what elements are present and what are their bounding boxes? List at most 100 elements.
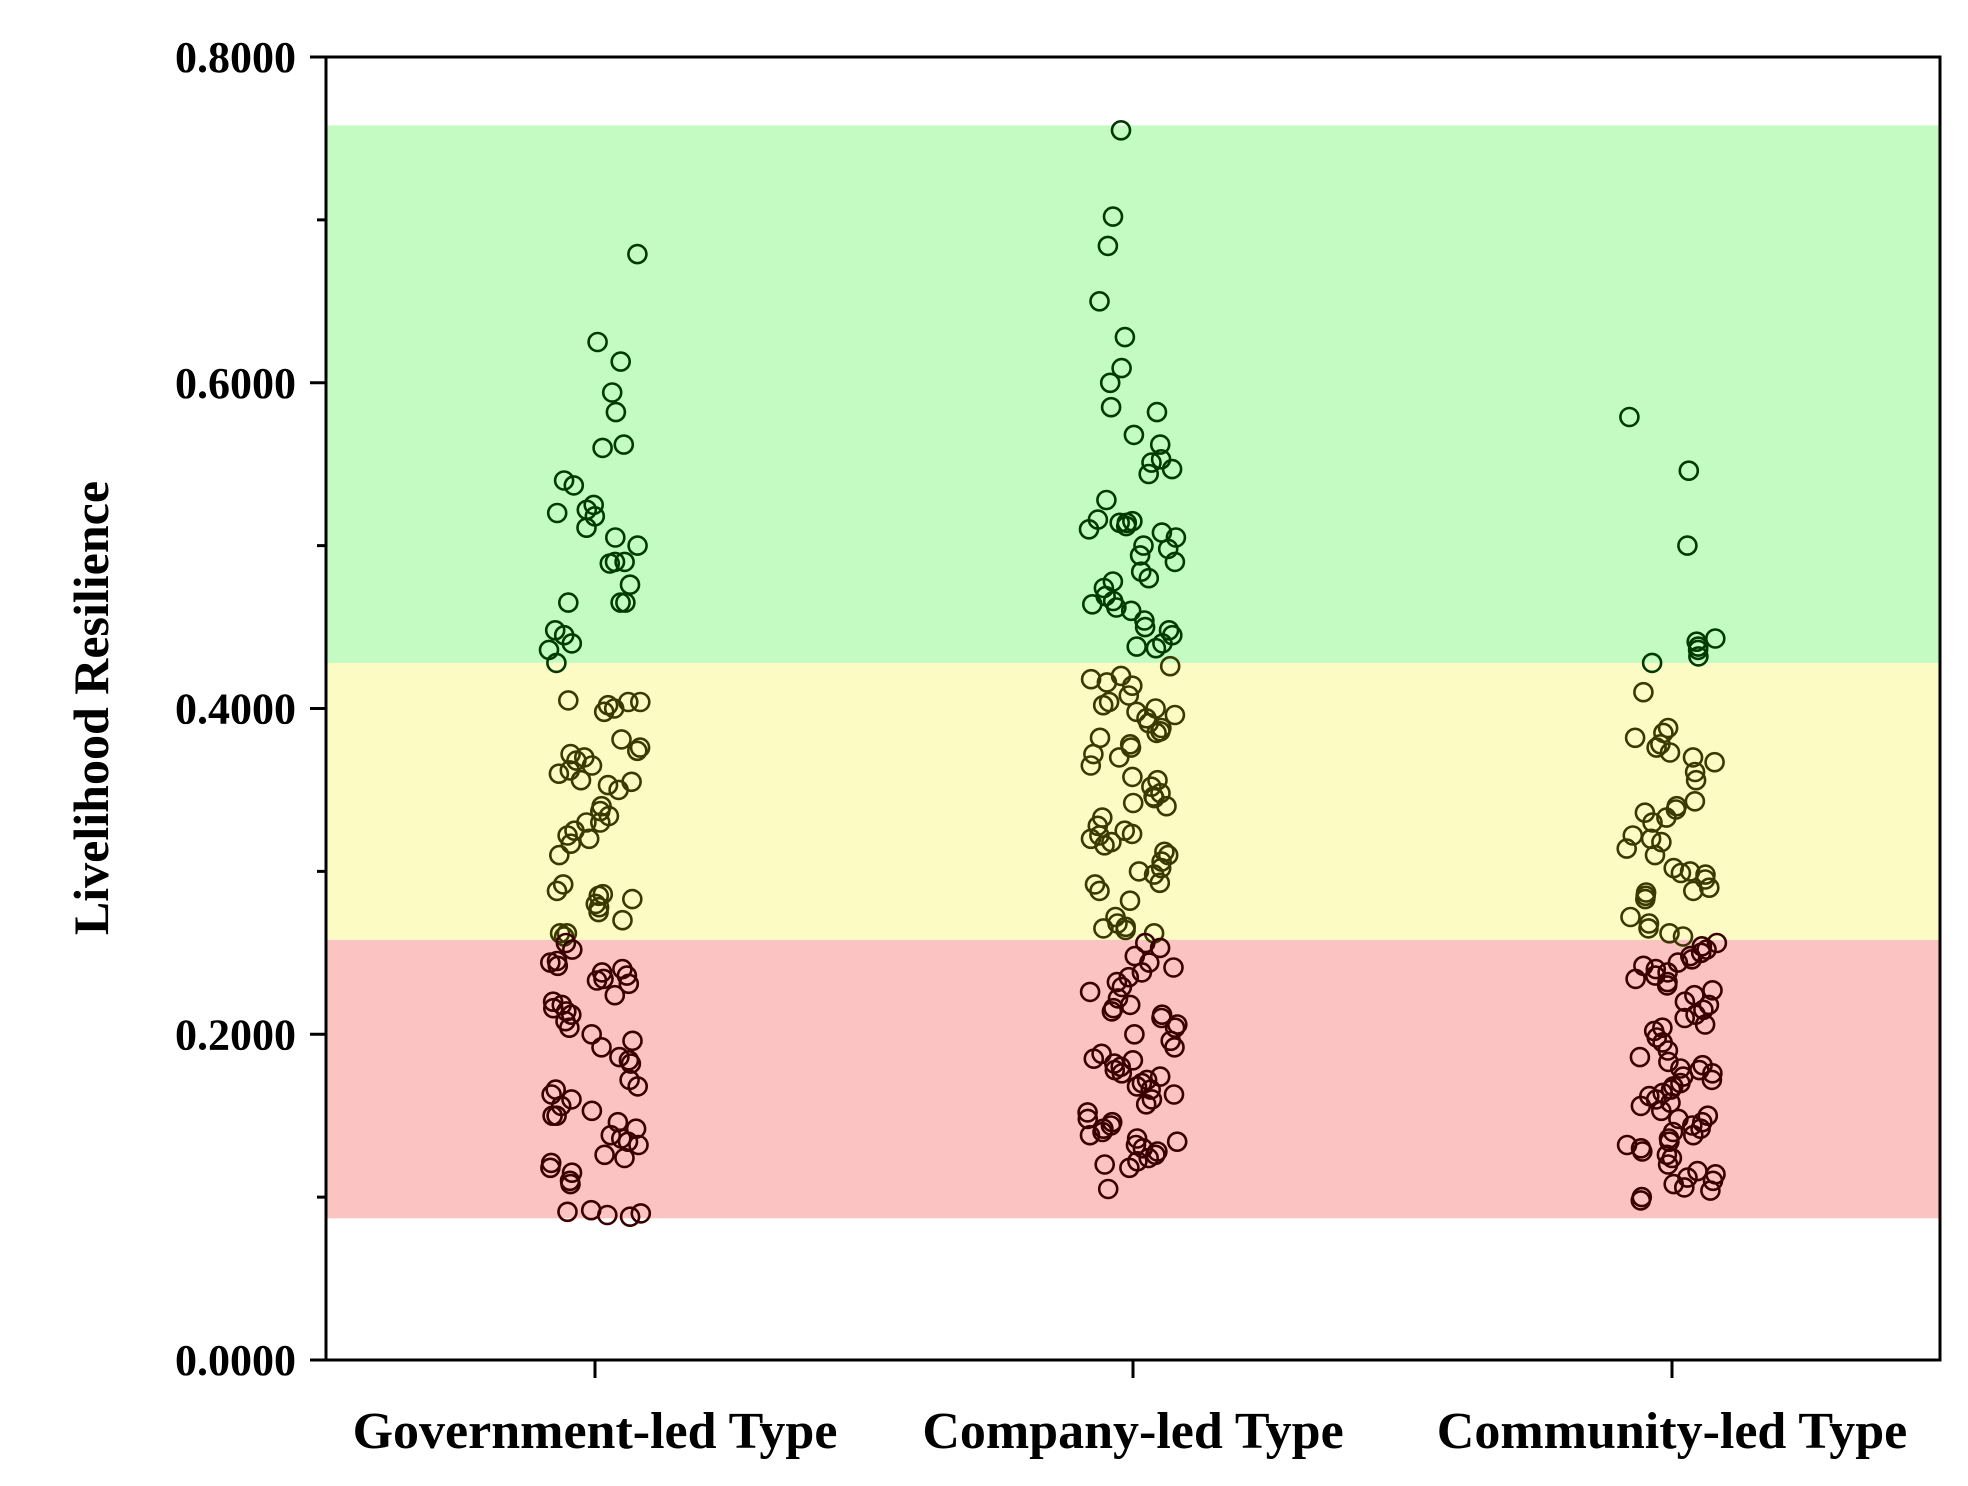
data-point xyxy=(1633,681,1654,703)
data-point xyxy=(1685,769,1707,791)
data-point xyxy=(581,1100,603,1122)
data-point xyxy=(1616,838,1637,859)
data-point xyxy=(1111,1063,1133,1084)
data-point xyxy=(1159,655,1181,677)
y-tick-label: 0.2000 xyxy=(175,1010,296,1059)
data-point xyxy=(621,888,643,910)
data-point xyxy=(610,351,632,372)
data-point xyxy=(1164,1017,1186,1038)
data-point xyxy=(601,382,623,403)
data-point xyxy=(1138,463,1159,485)
data-point xyxy=(1141,1089,1163,1110)
data-point xyxy=(1674,1177,1695,1198)
data-point xyxy=(1133,535,1154,556)
data-point xyxy=(1083,1048,1105,1069)
data-point xyxy=(1115,919,1136,941)
data-point xyxy=(1108,747,1130,768)
data-point xyxy=(1102,206,1124,227)
data-point xyxy=(561,1089,582,1110)
data-point xyxy=(1079,1124,1101,1146)
data-point xyxy=(1630,1190,1652,1211)
data-point xyxy=(1134,610,1155,631)
data-point xyxy=(1100,396,1122,418)
data-point xyxy=(1138,1147,1159,1169)
data-point xyxy=(588,901,609,923)
data-point xyxy=(608,779,629,801)
data-point xyxy=(553,470,575,491)
data-point xyxy=(1635,888,1656,910)
data-point xyxy=(1683,1124,1704,1146)
data-point xyxy=(1082,593,1103,615)
data-point xyxy=(1122,675,1143,697)
data-point xyxy=(1702,979,1723,1001)
data-point xyxy=(596,1204,618,1226)
data-point xyxy=(1150,857,1172,879)
data-point xyxy=(1106,971,1128,993)
data-point xyxy=(557,592,579,613)
data-point xyxy=(560,1004,582,1026)
x-category-label: Government-led Type xyxy=(353,1403,838,1460)
y-tick-label: 0.4000 xyxy=(175,685,296,734)
data-point xyxy=(1678,460,1700,482)
data-point xyxy=(1674,991,1696,1013)
data-point xyxy=(1646,1027,1668,1048)
data-point xyxy=(1656,975,1678,996)
data-point xyxy=(627,535,648,556)
data-point xyxy=(605,401,627,423)
data-point xyxy=(1161,458,1183,480)
data-point xyxy=(1131,962,1153,983)
data-point xyxy=(1134,616,1156,638)
data-point xyxy=(1097,235,1119,257)
data-point xyxy=(1096,672,1118,693)
data-point xyxy=(1702,1063,1723,1084)
data-point xyxy=(1630,1095,1652,1117)
data-point xyxy=(1638,918,1659,939)
data-point xyxy=(619,1206,641,1227)
data-point xyxy=(1704,751,1725,773)
y-tick-label: 0.8000 xyxy=(175,33,296,82)
data-point xyxy=(570,769,592,791)
data-point xyxy=(615,592,636,613)
data-point xyxy=(1110,120,1132,141)
data-point xyxy=(1644,844,1666,866)
data-point xyxy=(1080,755,1102,776)
axes: 0.0000 0.2000 0.4000 0.6000 0.8000 Government… xyxy=(175,33,1942,1460)
data-point xyxy=(609,1046,630,1068)
data-point xyxy=(552,874,574,895)
data-point xyxy=(1080,668,1102,690)
data-point xyxy=(592,437,613,459)
data-point xyxy=(1688,646,1709,667)
data-point xyxy=(1124,1024,1145,1045)
data-point xyxy=(1146,722,1167,744)
data-point xyxy=(1123,424,1145,446)
data-point xyxy=(1646,737,1667,758)
data-point xyxy=(561,1162,583,1183)
data-point xyxy=(626,740,648,762)
data-point xyxy=(555,932,577,954)
data-point xyxy=(1651,1100,1672,1122)
data-point xyxy=(597,774,619,796)
data-point xyxy=(1141,452,1162,473)
data-point xyxy=(611,729,632,750)
data-point xyxy=(1135,932,1156,954)
data-point xyxy=(1700,1180,1721,1201)
data-point xyxy=(1645,958,1667,980)
data-point xyxy=(591,1037,612,1058)
data-point xyxy=(629,737,651,758)
data-point xyxy=(1138,567,1160,589)
data-point xyxy=(1657,1154,1679,1175)
data-point xyxy=(1672,926,1694,947)
data-point xyxy=(1163,957,1184,978)
data-point xyxy=(593,701,615,723)
data-point xyxy=(1149,434,1171,455)
data-point xyxy=(1694,1014,1716,1035)
data-point xyxy=(1094,834,1115,856)
data-point xyxy=(1684,790,1706,812)
data-point xyxy=(1126,636,1147,657)
data-point xyxy=(548,763,570,785)
data-point xyxy=(1620,906,1641,928)
data-point xyxy=(613,434,635,455)
data-point xyxy=(604,984,626,1006)
data-point xyxy=(557,1201,578,1223)
